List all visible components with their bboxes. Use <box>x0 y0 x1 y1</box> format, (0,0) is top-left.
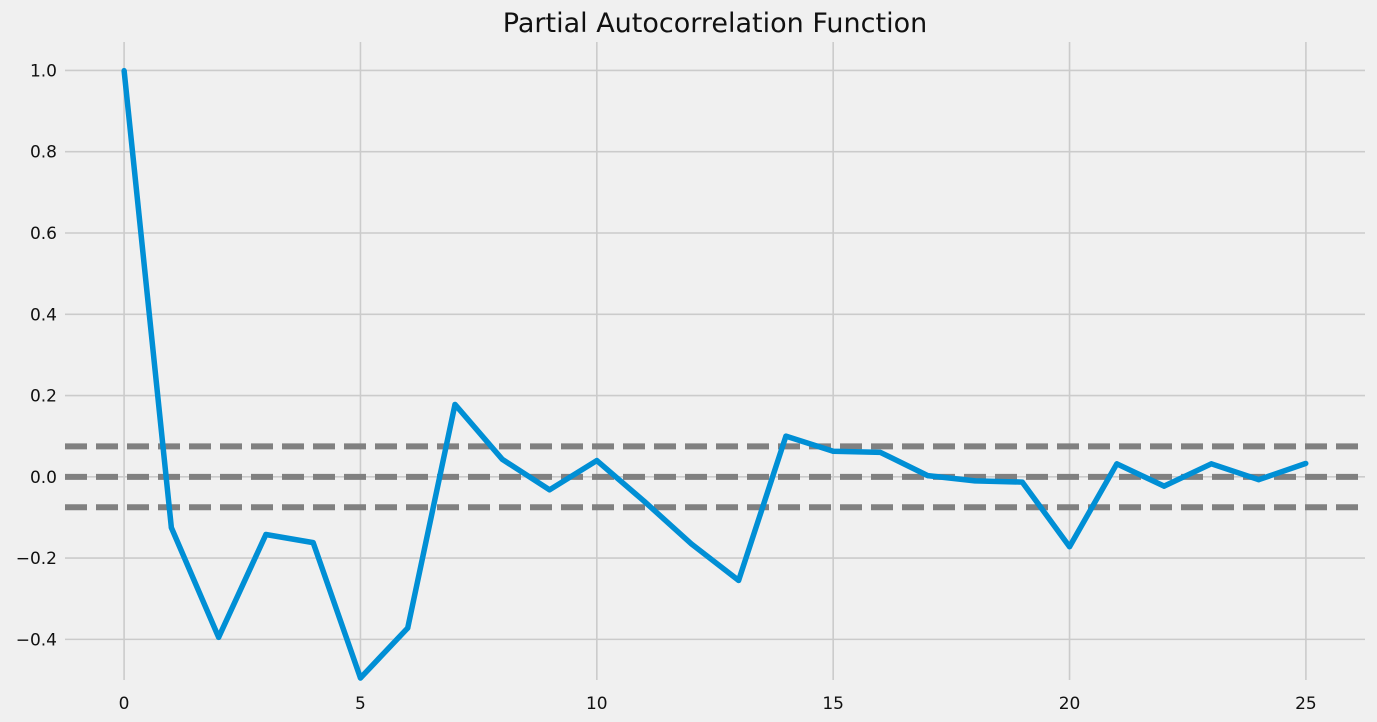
pacf-data-point <box>499 456 505 462</box>
pacf-data-point <box>925 472 931 479</box>
y-tick-label: 0.6 <box>30 224 57 244</box>
pacf-data-point <box>736 577 742 584</box>
pacf-data-point <box>357 675 364 681</box>
y-axis-ticks: −0.4 −0.2 0.0 0.2 0.4 0.6 0.8 1.0 <box>16 61 57 650</box>
pacf-data-point <box>1208 461 1214 467</box>
y-tick-label: 1.0 <box>30 61 57 81</box>
pacf-data-point <box>641 498 647 504</box>
pacf-data-point <box>546 487 553 493</box>
y-tick-label: 0.4 <box>30 305 57 325</box>
x-tick-label: 25 <box>1295 694 1317 714</box>
pacf-data-point <box>1066 544 1073 550</box>
pacf-data-point <box>594 457 600 464</box>
x-tick-label: 10 <box>586 694 608 714</box>
pacf-data-point <box>263 531 269 538</box>
pacf-data-point <box>1114 461 1120 467</box>
pacf-data-point <box>121 67 127 74</box>
pacf-data-point <box>877 449 884 456</box>
pacf-data-point <box>1303 460 1309 467</box>
y-tick-label: 0.2 <box>30 387 57 407</box>
pacf-data-point <box>830 448 836 454</box>
pacf-data-point <box>310 540 316 546</box>
pacf-data-point <box>688 541 694 547</box>
pacf-data-point <box>405 625 411 631</box>
x-tick-label: 20 <box>1059 694 1081 714</box>
y-tick-label: −0.4 <box>16 630 57 650</box>
chart-title: Partial Autocorrelation Function <box>503 8 927 39</box>
pacf-data-point <box>216 634 222 640</box>
x-grid <box>123 42 1307 680</box>
y-tick-label: −0.2 <box>16 549 57 569</box>
pacf-data-point <box>452 401 458 408</box>
x-tick-label: 0 <box>119 694 130 714</box>
y-tick-label: 0.0 <box>30 468 57 488</box>
pacf-data-point <box>1256 477 1262 483</box>
pacf-data-point <box>783 433 789 439</box>
x-tick-label: 15 <box>822 694 844 714</box>
x-axis-ticks: 0 5 10 15 20 25 <box>119 694 1317 714</box>
series-layer <box>121 67 1309 681</box>
pacf-data-point <box>1019 479 1025 485</box>
pacf-series-line <box>121 70 1307 681</box>
pacf-data-point <box>1161 483 1167 489</box>
y-grid <box>65 69 1365 641</box>
y-tick-label: 0.8 <box>30 143 57 163</box>
pacf-data-point <box>168 525 174 531</box>
x-tick-label: 5 <box>355 694 366 714</box>
pacf-data-point <box>972 478 978 484</box>
